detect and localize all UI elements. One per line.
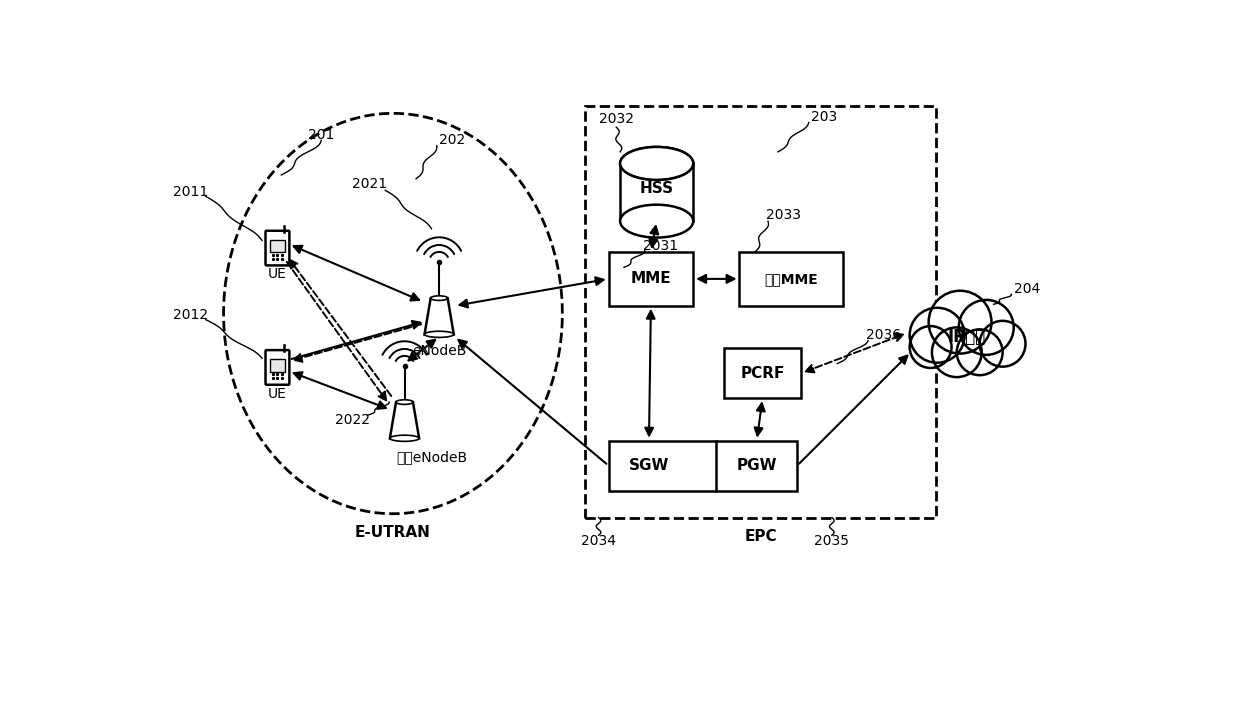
- Text: 2036: 2036: [866, 328, 901, 342]
- Circle shape: [932, 327, 982, 377]
- Ellipse shape: [620, 147, 693, 180]
- Ellipse shape: [430, 296, 448, 300]
- Text: 201: 201: [309, 128, 335, 142]
- Text: EPC: EPC: [744, 529, 777, 544]
- Text: 2031: 2031: [642, 239, 678, 253]
- Text: 其它eNodeB: 其它eNodeB: [396, 450, 467, 464]
- Text: MME: MME: [631, 271, 671, 286]
- Ellipse shape: [424, 332, 454, 337]
- FancyBboxPatch shape: [265, 350, 289, 385]
- Text: 2035: 2035: [815, 534, 849, 548]
- Text: 202: 202: [439, 134, 465, 147]
- Polygon shape: [424, 298, 454, 334]
- Text: 2012: 2012: [172, 308, 208, 322]
- Ellipse shape: [620, 147, 693, 180]
- Text: E-UTRAN: E-UTRAN: [355, 525, 430, 540]
- Text: 2021: 2021: [352, 177, 387, 191]
- Text: 2011: 2011: [172, 185, 208, 199]
- FancyBboxPatch shape: [265, 230, 289, 265]
- FancyBboxPatch shape: [739, 252, 843, 306]
- Text: PGW: PGW: [737, 458, 777, 473]
- Polygon shape: [389, 402, 419, 438]
- Text: IP业务: IP业务: [947, 327, 986, 346]
- Text: SGW: SGW: [629, 458, 670, 473]
- Circle shape: [959, 300, 1014, 355]
- Text: 2032: 2032: [599, 112, 634, 127]
- Circle shape: [957, 329, 1003, 375]
- FancyBboxPatch shape: [620, 163, 693, 221]
- FancyBboxPatch shape: [269, 240, 285, 252]
- Text: 2022: 2022: [335, 413, 370, 427]
- Circle shape: [910, 308, 965, 363]
- FancyBboxPatch shape: [609, 440, 797, 491]
- Circle shape: [929, 291, 992, 354]
- Text: 其它MME: 其它MME: [765, 272, 818, 286]
- Text: 2034: 2034: [582, 534, 616, 548]
- Circle shape: [910, 326, 951, 368]
- Text: PCRF: PCRF: [740, 366, 785, 380]
- Text: eNodeB: eNodeB: [412, 344, 466, 358]
- Text: 204: 204: [1013, 282, 1040, 296]
- Text: UE: UE: [268, 267, 286, 281]
- Text: HSS: HSS: [640, 181, 673, 196]
- Circle shape: [980, 321, 1025, 367]
- FancyBboxPatch shape: [724, 348, 801, 398]
- FancyBboxPatch shape: [609, 252, 693, 306]
- Ellipse shape: [396, 399, 413, 404]
- FancyBboxPatch shape: [585, 105, 936, 518]
- Ellipse shape: [620, 204, 693, 238]
- Text: UE: UE: [268, 387, 286, 401]
- Text: 203: 203: [811, 110, 837, 124]
- Ellipse shape: [389, 436, 419, 441]
- Text: 2033: 2033: [766, 208, 801, 222]
- FancyBboxPatch shape: [269, 359, 285, 372]
